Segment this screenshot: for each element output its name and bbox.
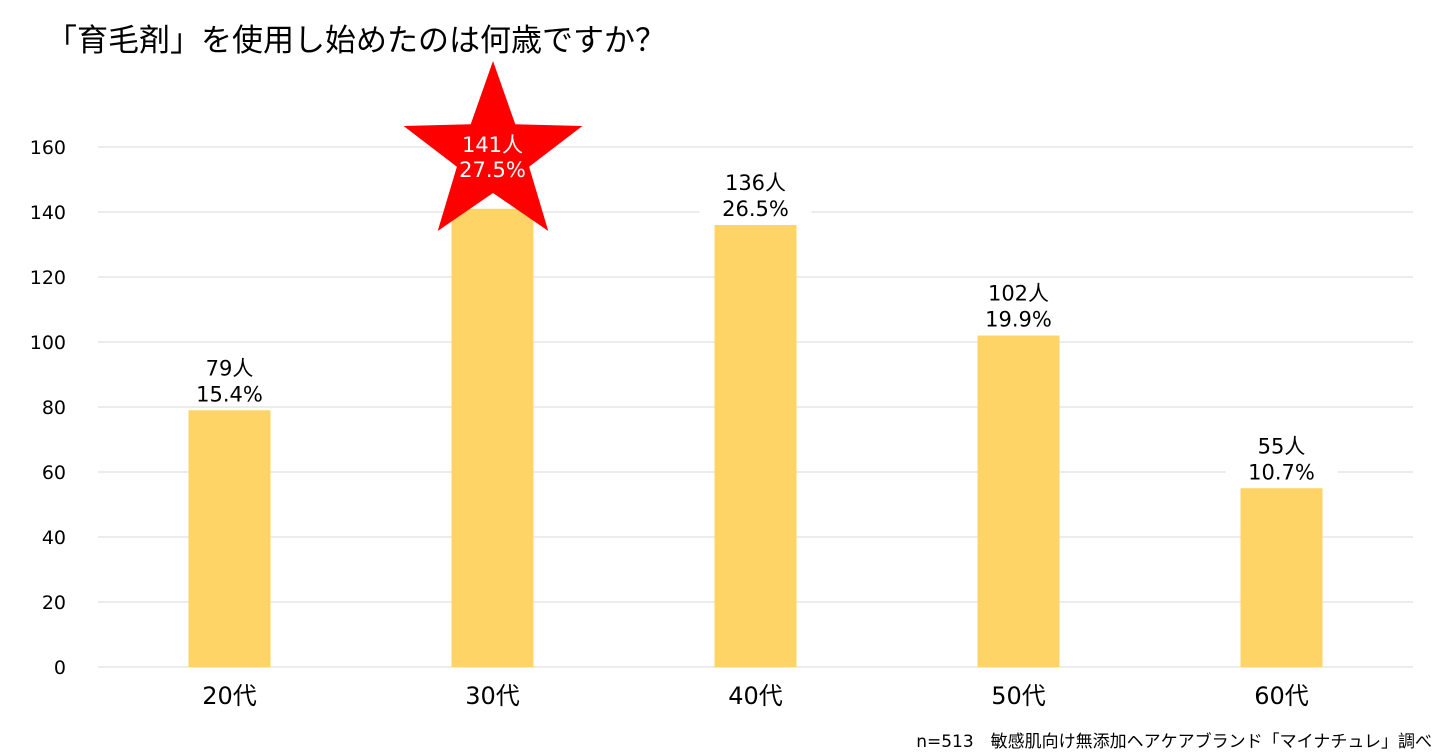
y-tick-label: 80: [42, 397, 66, 419]
bar: [977, 335, 1060, 667]
y-tick-label: 40: [42, 527, 66, 549]
data-label-count: 79人: [206, 356, 254, 380]
data-label-background: [699, 167, 812, 221]
x-tick-label: 40代: [728, 682, 783, 710]
x-tick-label: 50代: [991, 682, 1046, 710]
y-tick-label: 0: [54, 657, 66, 679]
bar: [714, 225, 797, 667]
y-tick-label: 140: [30, 202, 66, 224]
bar: [1240, 488, 1323, 667]
source-note: n=513 敏感肌向け無添加ヘアケアブランド「マイナチュレ」調べ: [916, 732, 1432, 752]
x-tick-label: 60代: [1254, 682, 1309, 710]
data-label-percent: 26.5%: [722, 197, 789, 221]
data-label-background: [173, 352, 286, 407]
chart-title: 「育毛剤」を使用し始めたのは何歳ですか？: [46, 23, 666, 59]
data-label-count: 136人: [725, 171, 786, 195]
y-tick-label: 160: [30, 137, 66, 159]
y-tick-label: 120: [30, 267, 66, 289]
x-tick-label: 30代: [465, 682, 520, 710]
bar: [451, 208, 534, 667]
data-label-percent: 27.5%: [459, 158, 526, 182]
x-axis-ticks: 20代 30代 40代 50代 60代: [202, 682, 1309, 710]
highlight-star: [403, 61, 583, 231]
data-label-percent: 10.7%: [1248, 460, 1315, 484]
data-label-background: [1225, 430, 1338, 485]
data-label-percent: 15.4%: [196, 382, 263, 406]
x-tick-label: 20代: [202, 682, 257, 710]
data-label-background: [962, 277, 1075, 332]
data-label-percent: 19.9%: [985, 308, 1052, 332]
bars: [188, 208, 1323, 667]
y-tick-label: 60: [42, 462, 66, 484]
data-label-count: 102人: [988, 282, 1049, 306]
bar: [188, 410, 271, 667]
y-tick-label: 100: [30, 332, 66, 354]
y-tick-label: 20: [42, 592, 66, 614]
y-axis-ticks: 0 20 40 60 80 100 120 140 160: [30, 137, 66, 679]
data-label-count: 141人: [462, 133, 523, 157]
data-label-count: 55人: [1258, 434, 1306, 458]
